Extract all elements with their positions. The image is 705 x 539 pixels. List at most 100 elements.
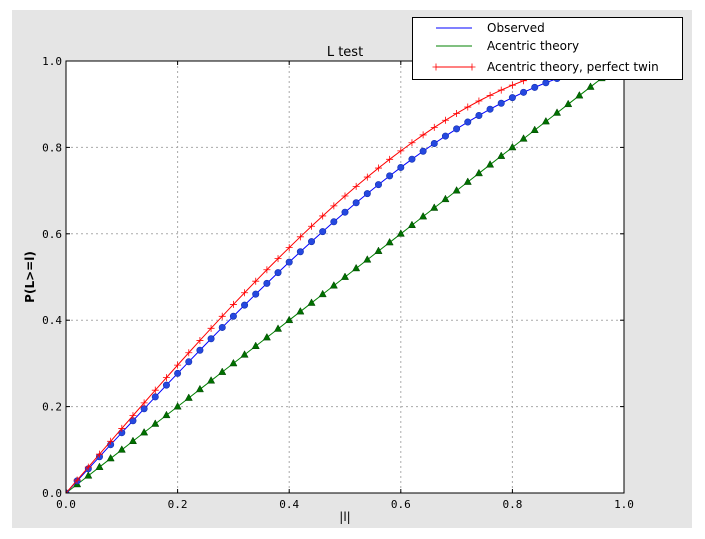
data-point-acentric-theory (463, 177, 472, 185)
data-point-observed (162, 381, 170, 389)
data-point-acentric-theory (452, 186, 461, 194)
data-point-observed (319, 228, 327, 236)
data-point-observed (419, 147, 427, 155)
data-point-acentric-theory (285, 315, 294, 324)
data-point-observed (330, 218, 338, 226)
data-point-acentric-theory (307, 298, 316, 306)
data-point-acentric-theory (218, 367, 227, 375)
data-point-acentric-theory (274, 324, 283, 332)
data-point-acentric-theory (162, 410, 171, 419)
data-point-acentric-theory (117, 445, 126, 453)
data-point-observed (497, 99, 505, 107)
legend-entry: Acentric theory, perfect twin (487, 60, 659, 74)
data-point-observed (229, 312, 237, 320)
data-point-acentric-theory (441, 194, 450, 203)
data-point-acentric-theory-perfect-twin (408, 139, 416, 147)
data-point-acentric-theory-perfect-twin (129, 412, 137, 420)
ticks: 0.0 0.2 0.4 0.6 0.8 1.0 0.0 0.2 0.4 0.6 0.8 1.0 (42, 55, 634, 511)
data-point-acentric-theory (396, 229, 405, 237)
x-tick-label: 0.8 (502, 498, 522, 511)
data-point-acentric-theory-perfect-twin (151, 386, 159, 394)
x-tick-label: 0.2 (168, 498, 188, 511)
legend-marker (432, 63, 440, 71)
data-point-acentric-theory (497, 151, 506, 159)
data-point-observed (542, 79, 550, 87)
data-point-acentric-theory-perfect-twin (285, 244, 293, 252)
data-point-observed (263, 279, 271, 287)
legend-entry: Acentric theory (487, 39, 579, 53)
data-point-acentric-theory-perfect-twin (118, 424, 126, 432)
data-point-observed (453, 125, 461, 133)
legend-entry: Observed (487, 21, 545, 35)
data-point-observed (308, 238, 316, 246)
data-point-acentric-theory (106, 453, 115, 462)
data-point-acentric-theory-perfect-twin (229, 300, 237, 308)
data-point-acentric-theory (195, 384, 204, 393)
data-point-acentric-theory (318, 289, 327, 298)
data-point-acentric-theory-perfect-twin (84, 463, 92, 471)
data-point-acentric-theory (486, 160, 495, 168)
data-point-observed (397, 163, 405, 171)
data-point-observed (464, 118, 472, 126)
data-point-acentric-theory-perfect-twin (330, 202, 338, 210)
data-point-acentric-theory-perfect-twin (241, 289, 249, 297)
data-point-observed (352, 199, 360, 207)
data-point-acentric-theory (240, 350, 249, 358)
data-point-acentric-theory-perfect-twin (397, 147, 405, 155)
data-point-acentric-theory (374, 246, 383, 254)
data-point-acentric-theory-perfect-twin (341, 192, 349, 200)
legend-marker (468, 63, 476, 71)
data-point-observed (285, 258, 293, 266)
data-point-acentric-theory (251, 341, 260, 349)
y-tick-label: 1.0 (42, 55, 62, 68)
data-point-acentric-theory-perfect-twin (95, 450, 103, 458)
data-point-acentric-theory-perfect-twin (508, 81, 516, 89)
data-point-acentric-theory (419, 211, 428, 220)
data-point-acentric-theory (128, 436, 137, 445)
data-point-acentric-theory (575, 91, 584, 99)
data-point-acentric-theory-perfect-twin (464, 103, 472, 111)
data-point-acentric-theory (95, 462, 104, 470)
data-point-observed (341, 208, 349, 216)
data-point-observed (151, 393, 159, 401)
data-point-observed (252, 290, 260, 298)
data-point-acentric-theory (541, 116, 550, 125)
data-point-acentric-theory-perfect-twin (319, 212, 327, 220)
data-point-acentric-theory-perfect-twin (386, 155, 394, 163)
data-point-observed (174, 369, 182, 377)
data-point-acentric-theory (586, 82, 595, 90)
y-tick-label: 0.0 (42, 487, 62, 500)
data-point-observed (386, 172, 394, 180)
data-point-observed (241, 301, 249, 309)
data-point-acentric-theory-perfect-twin (308, 222, 316, 230)
data-point-acentric-theory (184, 393, 193, 401)
y-tick-label: 0.6 (42, 228, 62, 241)
x-tick-label: 0.4 (279, 498, 299, 511)
chart-title: L test (327, 45, 363, 60)
data-point-acentric-theory-perfect-twin (274, 255, 282, 263)
data-point-observed (296, 248, 304, 256)
data-point-acentric-theory (407, 220, 416, 229)
data-point-acentric-theory-perfect-twin (453, 109, 461, 117)
data-point-observed (531, 83, 539, 91)
data-point-acentric-theory-perfect-twin (441, 116, 449, 124)
legend: Observed Acentric theory Acentric theory, … (412, 17, 683, 80)
x-tick-label: 0.6 (391, 498, 411, 511)
data-point-acentric-theory-perfect-twin (218, 312, 226, 320)
data-point-acentric-theory (530, 125, 539, 133)
data-point-acentric-theory-perfect-twin (374, 164, 382, 172)
data-point-acentric-theory-perfect-twin (263, 266, 271, 274)
data-point-acentric-theory-perfect-twin (207, 324, 215, 332)
y-axis-label: P(L>=l) (23, 251, 37, 303)
data-point-acentric-theory (553, 108, 562, 116)
data-point-observed (374, 181, 382, 189)
data-point-observed (140, 405, 148, 413)
y-tick-label: 0.4 (42, 314, 62, 327)
data-point-acentric-theory (296, 307, 305, 315)
data-point-acentric-theory (84, 471, 93, 479)
data-point-acentric-theory-perfect-twin (140, 399, 148, 407)
x-axis-label: |l| (339, 510, 350, 524)
data-point-acentric-theory-perfect-twin (363, 173, 371, 181)
x-tick-label: 1.0 (614, 498, 634, 511)
